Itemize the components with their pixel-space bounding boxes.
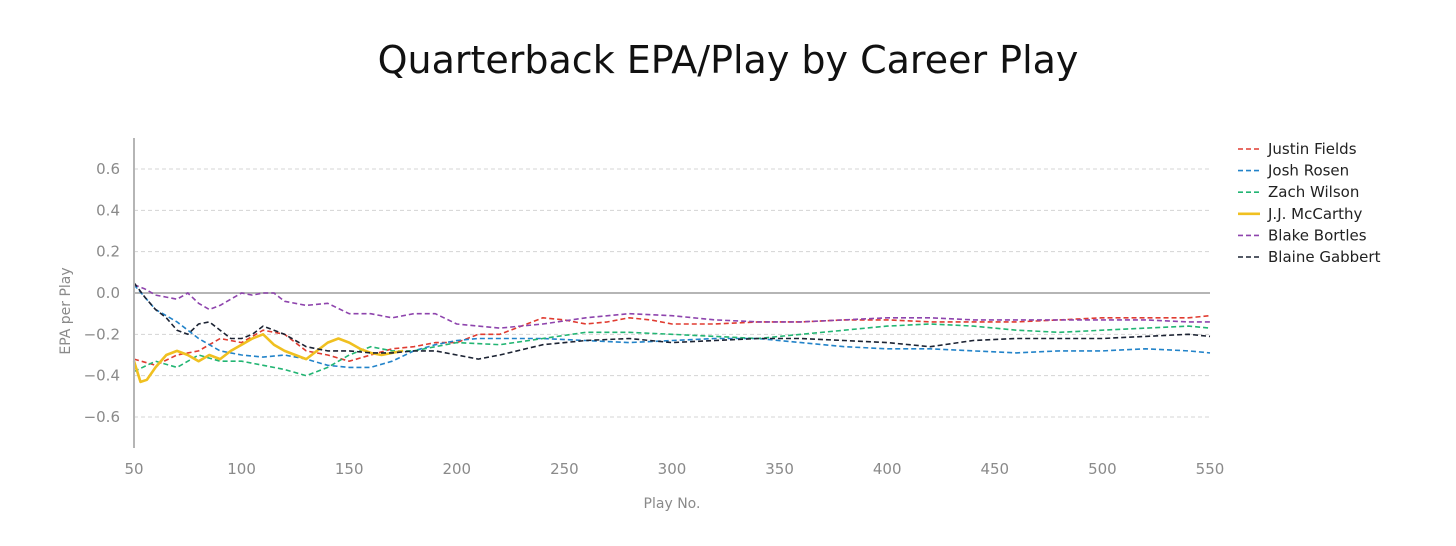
y-tick-label: −0.2 [84,325,120,343]
x-tick-label: 250 [550,460,579,478]
legend-entry: Zach Wilson [1268,183,1359,201]
y-tick-label: −0.6 [84,408,120,426]
x-tick-label: 450 [980,460,1009,478]
x-tick-labels: 50 100 150 200 250 300 350 400 450 500 550 [124,460,1224,478]
y-tick-label: 0.2 [96,243,120,261]
x-tick-label: 300 [658,460,687,478]
series-line-j-j-mccarthy [132,332,404,384]
legend-entry: Blaine Gabbert [1268,248,1381,266]
y-tick-label: 0.0 [96,284,120,302]
y-tick-label: 0.6 [96,160,120,178]
y-tick-labels: 0.6 0.4 0.2 0.0 −0.2 −0.4 −0.6 [84,160,120,426]
y-tick-label: −0.4 [84,367,120,385]
legend-entry: Blake Bortles [1268,226,1367,244]
legend: Justin Fields Josh Rosen Zach Wilson J.J. M… [1238,140,1381,266]
series-line-blake-bortles [133,283,1210,329]
x-tick-label: 350 [765,460,794,478]
x-tick-label: 50 [124,460,143,478]
series-lines [132,282,1211,384]
y-tick-label: 0.4 [96,201,120,219]
y-axis-label: EPA per Play [58,267,74,354]
grid-lines [134,168,1210,418]
x-axis-label: Play No. [644,496,701,512]
legend-entry: J.J. McCarthy [1267,205,1363,223]
x-tick-label: 150 [335,460,364,478]
series-line-justin-fields [133,314,1211,367]
x-tick-label: 200 [442,460,471,478]
series-line-josh-rosen [133,284,1211,369]
legend-entry: Justin Fields [1267,140,1357,158]
chart-title: Quarterback EPA/Play by Career Play [377,38,1079,82]
series-line-blaine-gabbert [133,282,1211,360]
legend-entry: Josh Rosen [1267,162,1349,180]
x-tick-label: 400 [873,460,902,478]
x-tick-label: 550 [1196,460,1225,478]
series-line-zach-wilson [133,323,1211,377]
x-tick-label: 100 [227,460,256,478]
x-tick-label: 500 [1088,460,1117,478]
